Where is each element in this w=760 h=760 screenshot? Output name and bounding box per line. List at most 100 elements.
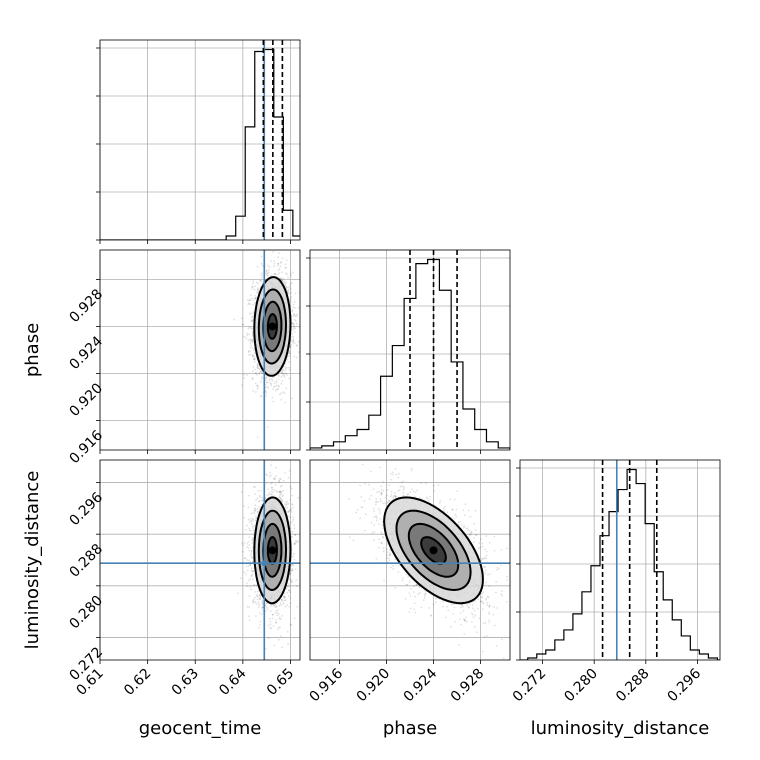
sample-point [256,511,259,513]
sample-point [253,358,256,361]
sample-point [278,604,281,607]
sample-point [253,584,256,587]
sample-point [251,339,254,341]
sample-point [288,361,290,363]
sample-point [250,552,252,555]
sample-point [251,538,254,541]
sample-point [253,509,256,512]
sample-point [259,279,262,282]
sample-point [277,262,279,265]
sample-point [278,272,280,274]
sample-point [265,270,268,272]
sample-point [254,391,257,393]
sample-point [296,541,299,544]
sample-point [276,273,279,276]
sample-point [287,476,290,479]
sample-point [275,610,278,612]
sample-point [285,281,287,284]
sample-point [291,506,294,509]
sample-point [279,491,281,493]
sample-point [285,504,288,507]
sample-point [277,388,279,391]
sample-point [241,542,243,545]
sample-point [289,585,292,588]
sample-point [252,311,255,314]
y-axis-label-phase: phase [22,323,43,377]
sample-point [291,322,294,325]
sample-point [275,381,278,384]
sample-point [292,271,294,274]
sample-point [289,509,292,511]
sample-point [282,602,285,605]
sample-point [246,542,249,545]
sample-point [271,396,274,399]
sample-point [286,290,289,293]
sample-point [281,279,284,282]
sample-point [248,559,250,562]
sample-point [277,613,280,615]
sample-point [273,478,275,480]
sample-point [266,274,269,277]
sample-point [272,250,275,253]
sample-point [287,289,290,291]
sample-point [249,555,252,557]
sample-point [250,320,253,322]
sample-point [275,605,277,608]
sample-point [250,549,253,552]
sample-point [270,384,272,387]
sample-point [252,315,254,318]
sample-point [289,516,291,519]
sample-point [264,390,267,393]
sample-point [288,368,291,371]
sample-point [257,288,259,290]
sample-point [256,387,259,390]
sample-point [273,604,276,607]
sample-point [286,290,289,293]
sample-point [286,506,289,509]
sample-point [246,605,249,608]
sample-point [288,292,291,295]
sample-point [253,360,256,363]
sample-point [291,310,294,312]
sample-point [252,518,255,521]
sample-point [279,602,282,604]
sample-point [243,541,246,544]
sample-point [260,490,263,492]
sample-point [281,373,284,376]
sample-point [266,274,269,276]
sample-point [294,327,296,330]
sample-point [290,283,292,285]
sample-point [241,317,243,320]
sample-point [256,590,259,593]
sample-point [240,384,243,387]
sample-point [251,517,254,520]
sample-point [273,644,276,647]
sample-point [286,358,289,361]
contour-line [266,313,278,340]
sample-point [280,598,283,601]
scatter-geocent_time-luminosity_distance [100,460,300,660]
sample-point [249,561,252,563]
sample-point [266,606,268,609]
sample-point [293,558,296,561]
sample-point [259,496,261,498]
sample-point [291,569,294,572]
sample-point [257,601,260,603]
sample-point [290,563,293,566]
sample-point [269,381,272,384]
sample-point [266,426,269,428]
sample-point [300,317,302,319]
sample-point [295,585,298,588]
sample-point [281,372,284,375]
sample-point [275,475,277,478]
sample-point [282,391,285,394]
sample-point [289,288,292,290]
sample-point [256,364,259,367]
sample-point [269,623,272,626]
panel-geocent_time-luminosity_distance: 0.2720.2800.2880.296luminosity_distance0… [22,459,301,739]
sample-point [266,474,268,477]
sample-point [249,303,252,305]
sample-point [259,286,262,288]
sample-point [247,327,250,330]
